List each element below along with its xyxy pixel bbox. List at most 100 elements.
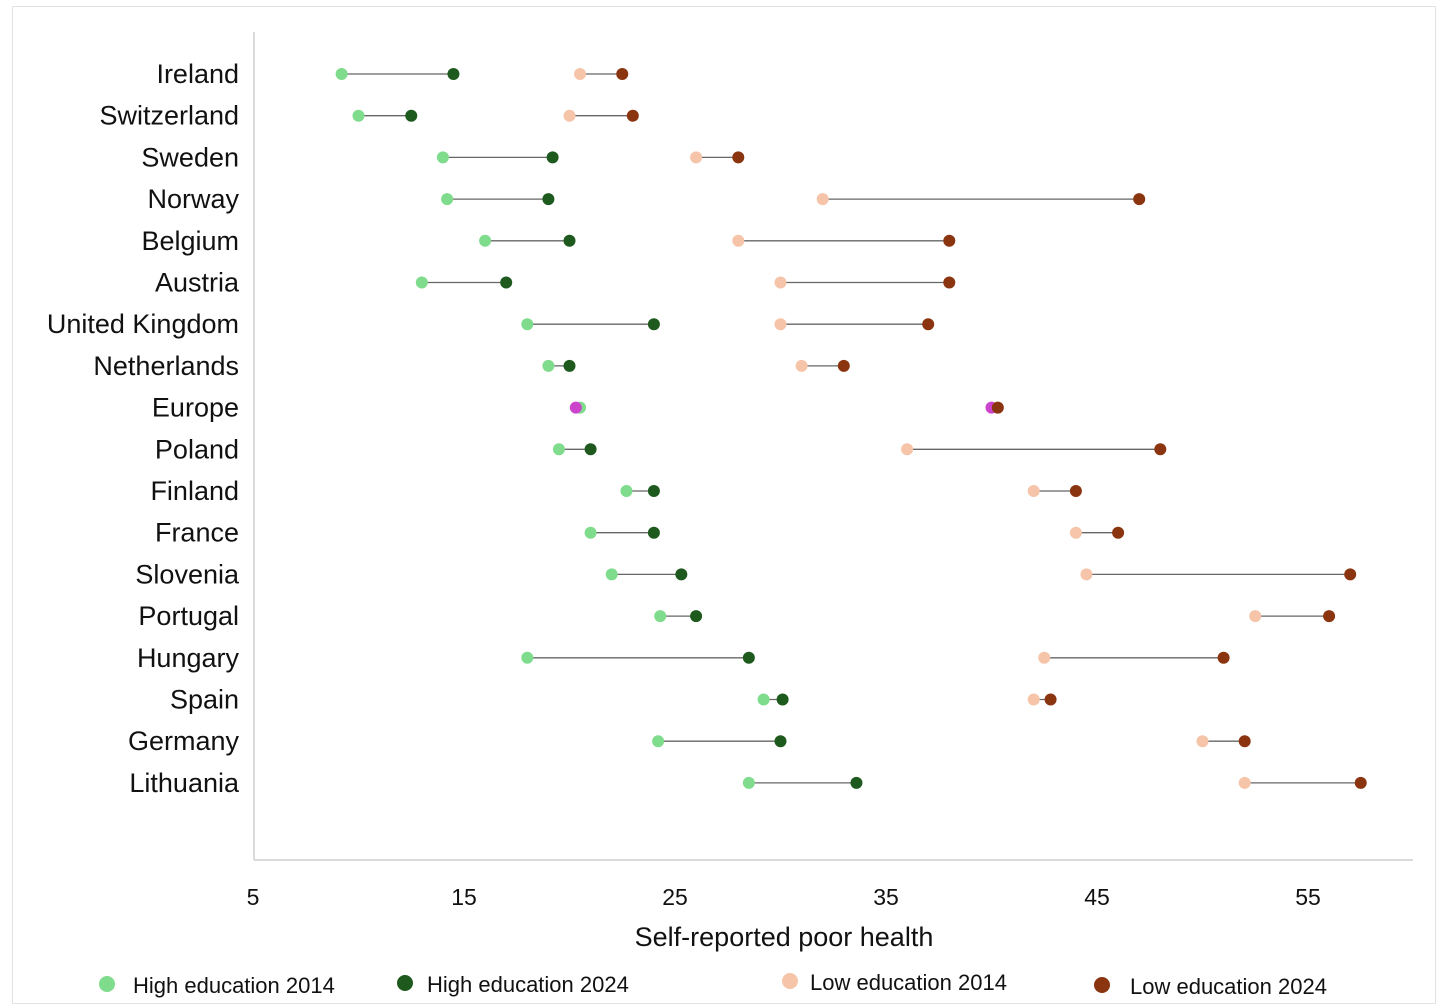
point-high-education-2014-lithuania	[743, 777, 755, 789]
legend-label-high-education-2014: High education 2014	[133, 973, 335, 998]
point-low-education-2024-ireland	[616, 68, 628, 80]
category-label-germany: Germany	[128, 726, 240, 756]
point-low-education-2024-austria	[943, 277, 955, 289]
category-label-netherlands: Netherlands	[93, 351, 239, 381]
legend-label-high-education-2024: High education 2024	[427, 972, 629, 997]
point-high-education-2024-slovenia	[675, 568, 687, 580]
point-high-education-2024-lithuania	[850, 777, 862, 789]
point-low-education-2024-netherlands	[838, 360, 850, 372]
point-high-education-2024-norway	[542, 193, 554, 205]
point-low-education-2024-switzerland	[627, 110, 639, 122]
point-low-education-2014-switzerland	[564, 110, 576, 122]
point-high-education-2024-spain	[777, 694, 789, 706]
point-high-education-2014-sweden	[437, 151, 449, 163]
point-high-education-2014-united-kingdom	[521, 318, 533, 330]
point-low-education-2024-sweden	[732, 151, 744, 163]
point-high-education-2024-hungary	[743, 652, 755, 664]
point-low-education-2024-portugal	[1323, 610, 1335, 622]
legend-label-low-education-2024: Low education 2024	[1130, 974, 1327, 999]
point-high-education-2014-switzerland	[353, 110, 365, 122]
point-high-education-2024-switzerland	[405, 110, 417, 122]
point-high-education-2014-poland	[553, 443, 565, 455]
category-label-lithuania: Lithuania	[129, 768, 240, 798]
point-low-education-2014-sweden	[690, 151, 702, 163]
x-tick-label: 15	[451, 884, 477, 910]
legend-label-low-education-2014: Low education 2014	[810, 970, 1007, 995]
point-high-education-2024-ireland	[447, 68, 459, 80]
point-low-education-2014-france	[1070, 527, 1082, 539]
category-label-sweden: Sweden	[141, 142, 239, 172]
point-low-education-2024-france	[1112, 527, 1124, 539]
point-low-education-2024-lithuania	[1355, 777, 1367, 789]
category-label-slovenia: Slovenia	[135, 559, 240, 589]
point-high-education-2014-portugal	[654, 610, 666, 622]
x-tick-label: 5	[247, 884, 260, 910]
point-low-education-2014-hungary	[1038, 652, 1050, 664]
point-low-education-2024-europe	[992, 402, 1004, 414]
point-low-education-2024-finland	[1070, 485, 1082, 497]
point-low-education-2014-united-kingdom	[775, 318, 787, 330]
category-label-poland: Poland	[155, 434, 239, 464]
x-tick-label: 25	[662, 884, 688, 910]
point-high-education-2024-netherlands	[564, 360, 576, 372]
point-low-education-2014-portugal	[1249, 610, 1261, 622]
point-low-education-2014-poland	[901, 443, 913, 455]
point-high-education-2024-europe	[570, 402, 582, 414]
point-high-education-2024-finland	[648, 485, 660, 497]
point-low-education-2014-norway	[817, 193, 829, 205]
point-high-education-2024-germany	[775, 735, 787, 747]
point-high-education-2014-finland	[620, 485, 632, 497]
point-low-education-2014-spain	[1028, 694, 1040, 706]
category-label-portugal: Portugal	[138, 601, 239, 631]
point-high-education-2024-sweden	[547, 151, 559, 163]
point-high-education-2014-spain	[758, 694, 770, 706]
point-high-education-2014-ireland	[336, 68, 348, 80]
category-label-norway: Norway	[147, 184, 239, 214]
category-label-hungary: Hungary	[137, 643, 240, 673]
point-high-education-2014-slovenia	[606, 568, 618, 580]
point-low-education-2024-hungary	[1218, 652, 1230, 664]
point-low-education-2014-germany	[1197, 735, 1209, 747]
point-high-education-2024-austria	[500, 277, 512, 289]
point-high-education-2024-poland	[585, 443, 597, 455]
legend-marker-low-education-2024	[1094, 977, 1110, 993]
point-low-education-2014-finland	[1028, 485, 1040, 497]
point-low-education-2014-ireland	[574, 68, 586, 80]
x-tick-label: 35	[873, 884, 899, 910]
point-high-education-2014-austria	[416, 277, 428, 289]
point-high-education-2014-netherlands	[542, 360, 554, 372]
point-low-education-2024-norway	[1133, 193, 1145, 205]
point-low-education-2014-slovenia	[1080, 568, 1092, 580]
category-label-spain: Spain	[170, 685, 239, 715]
legend-marker-low-education-2014	[782, 973, 798, 989]
point-low-education-2014-belgium	[732, 235, 744, 247]
category-label-austria: Austria	[155, 268, 240, 298]
legend-marker-high-education-2014	[99, 976, 115, 992]
point-high-education-2014-hungary	[521, 652, 533, 664]
category-label-ireland: Ireland	[156, 59, 239, 89]
point-low-education-2024-united-kingdom	[922, 318, 934, 330]
category-label-europe: Europe	[152, 393, 239, 423]
point-low-education-2014-netherlands	[796, 360, 808, 372]
x-tick-label: 55	[1295, 884, 1321, 910]
category-label-finland: Finland	[150, 476, 239, 506]
point-high-education-2024-united-kingdom	[648, 318, 660, 330]
point-high-education-2014-belgium	[479, 235, 491, 247]
point-low-education-2024-germany	[1239, 735, 1251, 747]
point-high-education-2014-france	[585, 527, 597, 539]
category-label-switzerland: Switzerland	[99, 101, 239, 131]
point-low-education-2014-austria	[775, 277, 787, 289]
point-low-education-2024-poland	[1154, 443, 1166, 455]
legend-marker-high-education-2024	[397, 975, 413, 991]
point-low-education-2024-belgium	[943, 235, 955, 247]
point-high-education-2014-germany	[652, 735, 664, 747]
point-high-education-2024-france	[648, 527, 660, 539]
point-low-education-2014-lithuania	[1239, 777, 1251, 789]
category-label-belgium: Belgium	[141, 226, 239, 256]
point-high-education-2014-norway	[441, 193, 453, 205]
x-tick-label: 45	[1084, 884, 1110, 910]
x-axis-title: Self-reported poor health	[635, 922, 934, 952]
point-low-education-2024-spain	[1045, 694, 1057, 706]
category-label-united-kingdom: United Kingdom	[47, 309, 239, 339]
